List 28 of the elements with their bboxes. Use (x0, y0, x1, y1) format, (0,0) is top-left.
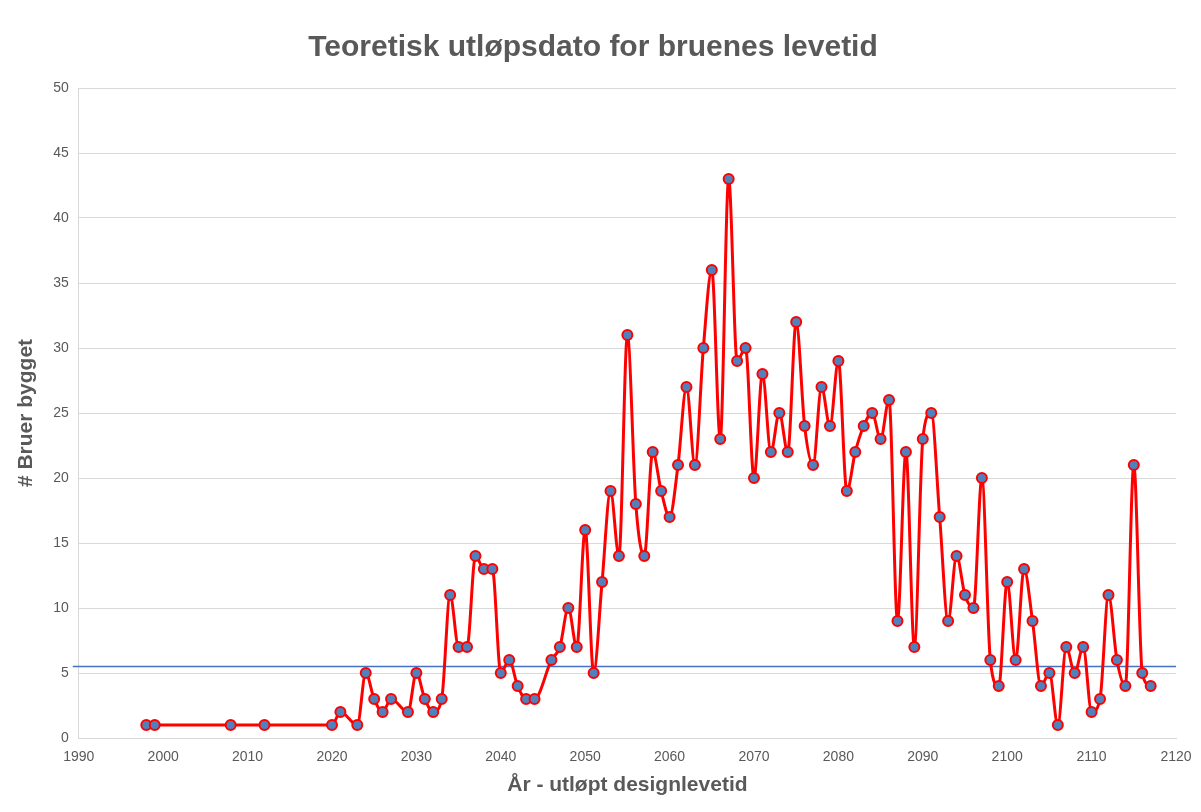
x-tick-label: 2010 (232, 748, 264, 765)
x-tick-label: 2000 (147, 748, 179, 765)
y-tick-label: 25 (53, 403, 69, 420)
y-tick-label: 20 (53, 468, 69, 485)
y-tick-label: 0 (60, 728, 69, 745)
y-tick-label: 5 (60, 663, 69, 680)
y-axis-title: # Bruer bygget (13, 338, 37, 488)
x-tick-label: 2060 (654, 748, 686, 765)
x-tick-label: 2110 (1076, 748, 1107, 765)
x-tick-label: 2030 (400, 748, 433, 765)
y-tick-label: 45 (53, 143, 69, 160)
x-tick-label: 2100 (991, 748, 1023, 765)
x-tick-label: 1990 (63, 748, 95, 765)
y-tick-label: 35 (53, 273, 69, 290)
x-axis-title: År - utløpt designlevetid (507, 772, 748, 796)
x-tick-label: 2040 (485, 748, 517, 765)
y-tick-label: 50 (53, 78, 69, 95)
y-tick-label: 15 (53, 533, 69, 550)
y-tick-label: 40 (53, 208, 69, 225)
y-tick-label: 10 (53, 598, 69, 615)
x-tick-label: 2020 (316, 748, 348, 765)
x-tick-label: 2090 (907, 748, 939, 765)
x-tick-label: 2070 (738, 748, 770, 765)
x-tick-label: 2080 (822, 748, 855, 765)
chart-title: Teoretisk utløpsdato for bruenes levetid (308, 29, 878, 63)
x-tick-label: 2050 (569, 748, 601, 765)
x-tick-label: 2120 (1160, 748, 1192, 765)
y-tick-label: 30 (53, 338, 69, 355)
